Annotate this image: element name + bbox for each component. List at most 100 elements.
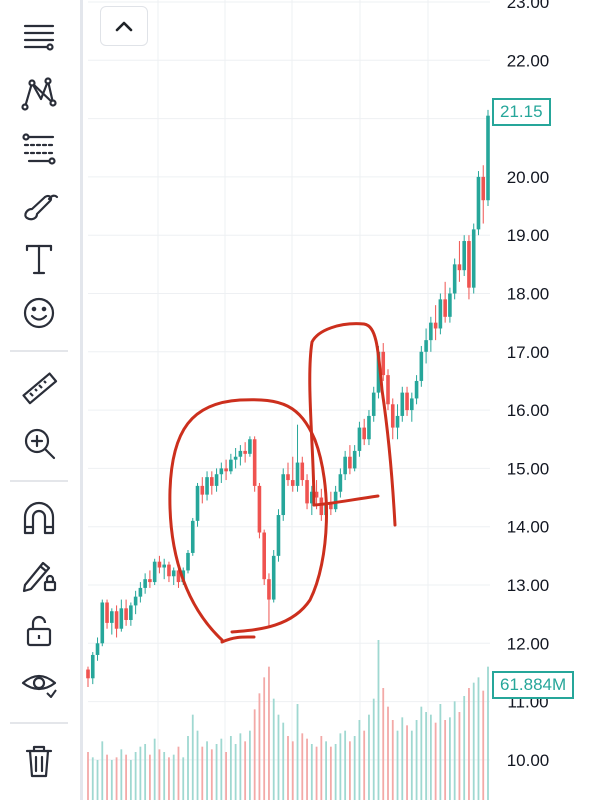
y-tick-label: 10.00 xyxy=(507,751,550,770)
volume-bar xyxy=(472,682,475,800)
candle-body xyxy=(414,380,419,399)
volume-bar xyxy=(234,744,237,800)
volume-bar xyxy=(163,752,166,800)
annotation-box-right xyxy=(308,322,397,527)
pattern-tool-icon[interactable] xyxy=(16,70,62,116)
candle-body xyxy=(214,474,219,486)
volume-bar xyxy=(258,693,261,800)
candle-body xyxy=(452,264,457,294)
candle-body xyxy=(186,552,190,571)
candle-body xyxy=(333,491,338,510)
candle-body xyxy=(481,176,486,201)
volume-bar xyxy=(115,757,118,800)
candle-body xyxy=(238,450,243,457)
candle-body xyxy=(410,398,414,411)
magnet-icon[interactable] xyxy=(16,496,62,542)
volume-bar xyxy=(158,749,161,800)
volume-bar xyxy=(249,730,251,800)
volume-bar xyxy=(453,701,456,800)
candle-body xyxy=(305,480,309,504)
candle-body xyxy=(133,596,138,606)
annotation-underline-left xyxy=(220,635,256,644)
unlock-icon[interactable] xyxy=(16,608,62,654)
volume-bar xyxy=(487,666,489,800)
volume-bar xyxy=(253,709,256,800)
candle-body xyxy=(248,439,252,454)
candle-body xyxy=(457,264,462,271)
volume-bar xyxy=(120,749,123,800)
candle-body xyxy=(329,503,333,510)
volume-bar xyxy=(229,736,232,800)
toolbar-divider xyxy=(10,480,68,482)
candle-body xyxy=(371,392,376,416)
volume-bar xyxy=(177,746,180,800)
volume-bar xyxy=(206,741,208,800)
candle-body xyxy=(190,520,195,553)
volume-bar xyxy=(187,736,189,800)
candlesticks xyxy=(86,109,490,688)
collapse-button[interactable] xyxy=(100,6,148,46)
candle-body xyxy=(376,351,381,393)
chart-grid xyxy=(88,0,490,800)
annotation-underline-right xyxy=(312,494,380,507)
candle-body xyxy=(343,456,347,475)
candle-body xyxy=(252,439,257,486)
y-tick-label: 15.00 xyxy=(507,459,550,478)
candle-body xyxy=(310,491,314,504)
text-tool-icon[interactable] xyxy=(16,236,62,282)
y-tick-label: 23.00 xyxy=(507,0,550,12)
candle-body xyxy=(129,605,133,620)
volume-bar xyxy=(463,696,466,800)
zoom-in-icon[interactable] xyxy=(16,420,62,466)
pencil-lock-icon[interactable] xyxy=(16,552,62,598)
trash-icon[interactable] xyxy=(16,738,62,784)
candle-body xyxy=(467,241,471,288)
volume-bar xyxy=(268,666,270,800)
candle-body xyxy=(162,564,166,568)
candle-body xyxy=(381,351,386,376)
volume-bar xyxy=(387,706,389,800)
volume-bar xyxy=(144,744,147,800)
volume-bar xyxy=(101,741,104,800)
y-tick-label: 13.00 xyxy=(507,576,550,595)
y-tick-label: 18.00 xyxy=(507,285,550,304)
volume-bar xyxy=(220,738,223,800)
volume-bar xyxy=(210,749,213,800)
volume-bar xyxy=(420,706,423,800)
hand-drawn-annotations xyxy=(168,322,397,644)
candle-body xyxy=(314,491,319,498)
volume-bar xyxy=(353,736,356,800)
candle-body xyxy=(148,579,152,583)
volume-bar xyxy=(377,640,380,800)
candle-body xyxy=(100,602,105,644)
brush-icon[interactable] xyxy=(16,182,62,228)
eye-icon[interactable] xyxy=(16,660,62,706)
ruler-icon[interactable] xyxy=(16,366,62,412)
volume-bar xyxy=(296,704,299,800)
candle-body xyxy=(400,392,405,416)
candle-body xyxy=(105,602,109,623)
volume-bar xyxy=(363,730,366,800)
volume-bar xyxy=(306,738,308,800)
volume-bar xyxy=(106,754,108,800)
volume-bar xyxy=(168,757,170,800)
candle-body xyxy=(443,299,447,317)
emoji-icon[interactable] xyxy=(16,290,62,336)
candle-body xyxy=(357,427,362,451)
volume-bar xyxy=(344,730,347,800)
candle-body xyxy=(210,477,214,486)
menu-lines-icon[interactable] xyxy=(16,14,62,60)
volume-bar xyxy=(320,736,323,800)
volume-bar xyxy=(129,760,132,800)
candle-body xyxy=(419,351,424,381)
candle-body xyxy=(195,485,200,521)
volume-bar xyxy=(91,757,94,800)
volume-bar xyxy=(449,717,451,800)
candle-body xyxy=(424,340,428,352)
volume-bar xyxy=(291,741,294,800)
volume-bar xyxy=(439,704,442,800)
chevron-up-icon xyxy=(115,21,133,32)
fib-retracement-icon[interactable] xyxy=(16,126,62,172)
candle-body xyxy=(124,608,128,620)
